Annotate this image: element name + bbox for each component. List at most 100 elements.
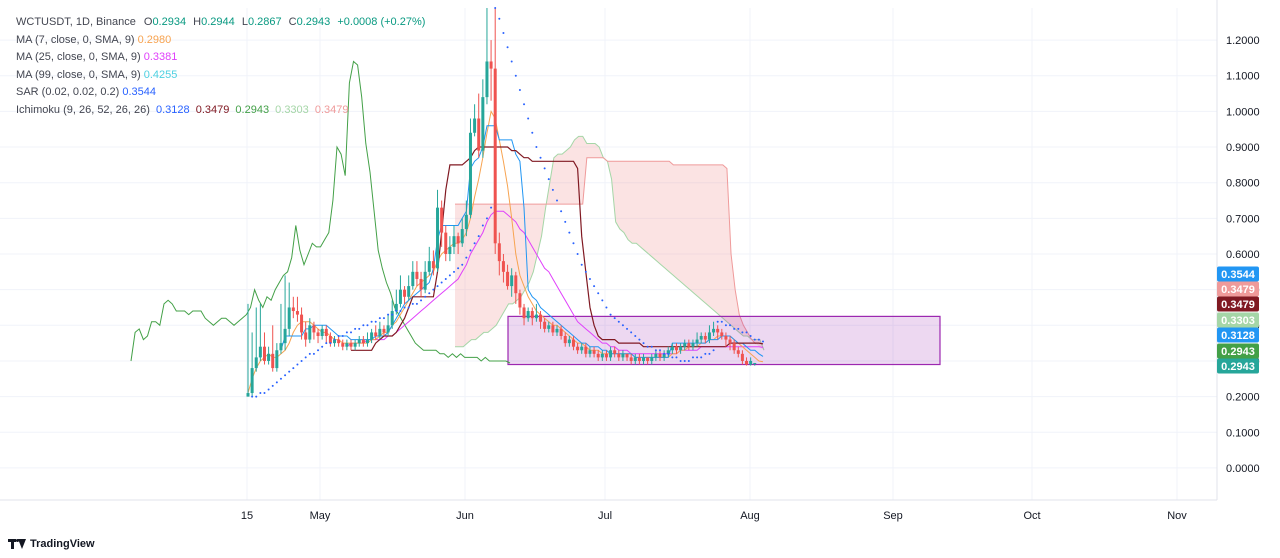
- x-tick-label: Nov: [1167, 510, 1187, 522]
- candle-body: [617, 353, 621, 358]
- candle-body: [736, 350, 740, 354]
- sar-dot: [753, 338, 756, 341]
- sar-dot: [733, 327, 736, 330]
- sar-dot: [465, 256, 468, 259]
- price-badge-label: 0.3479: [1221, 284, 1255, 296]
- tradingview-branding[interactable]: TradingView: [8, 538, 95, 550]
- candle-body: [633, 357, 637, 361]
- sar-dot: [271, 384, 274, 387]
- sar-dot: [712, 349, 715, 352]
- candle-body: [555, 328, 559, 333]
- sar-dot: [284, 374, 287, 377]
- candle-body: [312, 325, 316, 333]
- sar-dot: [391, 313, 394, 316]
- candle-body: [398, 289, 402, 304]
- sar-dot: [424, 295, 427, 298]
- sar-dot: [300, 359, 303, 362]
- candle-body: [246, 393, 250, 397]
- ma7-value: 0.2980: [137, 33, 172, 46]
- y-tick-label: 0.8000: [1226, 178, 1260, 190]
- sar-row[interactable]: SAR (0.02, 0.02, 0.2) 0.3544: [16, 84, 425, 102]
- ma99-row[interactable]: MA (99, close, 0, SMA, 9) 0.4255: [16, 67, 425, 85]
- candle-body: [501, 261, 505, 272]
- candle-body: [473, 118, 477, 133]
- sar-dot: [535, 146, 538, 149]
- ma7-row[interactable]: MA (7, close, 0, SMA, 9) 0.2980: [16, 32, 425, 50]
- time-axis[interactable]: 15 May Jun Jul Aug Sep Oct Nov: [241, 510, 1187, 522]
- candle-body: [493, 68, 497, 244]
- sar-dot: [679, 359, 682, 362]
- candle-body: [559, 328, 563, 336]
- candle-body: [456, 236, 460, 244]
- sar-dot: [374, 320, 377, 323]
- candle-body: [654, 353, 658, 358]
- sar-dot: [275, 381, 278, 384]
- candle-body: [403, 289, 407, 297]
- sar-dot: [498, 17, 501, 20]
- candle-body: [592, 350, 596, 354]
- low-label: L: [241, 16, 248, 28]
- sar-dot: [378, 317, 381, 320]
- candle-body: [637, 357, 641, 361]
- candle-body: [271, 353, 275, 369]
- candle-body: [666, 350, 670, 354]
- sar-dot: [737, 327, 740, 330]
- candle-body: [370, 332, 374, 340]
- ma25-value: 0.3381: [143, 51, 178, 63]
- candle-body: [275, 350, 279, 369]
- candle-body: [378, 328, 382, 336]
- candle-body: [287, 307, 291, 329]
- sar-dot: [588, 277, 591, 280]
- ichimoku-row[interactable]: Ichimoku (9, 26, 52, 26, 26) 0.3128 0.34…: [16, 102, 425, 120]
- candle-body: [745, 360, 749, 365]
- sar-dot: [321, 345, 324, 348]
- sar-dot: [407, 306, 410, 309]
- sar-dot: [568, 231, 571, 234]
- candle-body: [609, 350, 613, 358]
- sar-dot: [551, 188, 554, 191]
- sar-dot: [448, 274, 451, 277]
- candle-body: [349, 343, 353, 347]
- open-value: 0.2934: [152, 16, 187, 28]
- sar-dot: [576, 253, 579, 255]
- candles: [246, 8, 757, 397]
- ichimoku-conversion-value: 0.3128: [155, 103, 190, 116]
- candle-body: [588, 350, 592, 354]
- candle-body: [386, 325, 390, 333]
- candle-body: [563, 336, 567, 344]
- price-axis[interactable]: 1.2000 1.1000 1.0000 0.9000 0.8000 0.7000 0.60…: [1226, 35, 1260, 475]
- candle-body: [304, 332, 308, 340]
- base-line: [351, 146, 764, 351]
- sar-dot: [399, 310, 402, 313]
- candle-body: [547, 325, 551, 329]
- sar-dot: [420, 299, 423, 302]
- sar-dot: [691, 356, 694, 359]
- x-tick-label: Sep: [883, 510, 903, 522]
- leading-span-b-line: [455, 157, 757, 345]
- candle-body: [258, 346, 262, 358]
- sar-dot: [453, 270, 455, 273]
- sar-dot: [366, 324, 369, 327]
- candle-body: [716, 328, 720, 333]
- candle-body: [683, 343, 687, 347]
- ichimoku-label: Ichimoku (9, 26, 52, 26, 26): [16, 103, 150, 116]
- chart-legend: WCTUSDT, 1D, Binance O0.2934 H0.2944 L0.…: [16, 14, 425, 119]
- candle-body: [518, 293, 522, 308]
- candle-body: [333, 339, 337, 344]
- sar-dot: [288, 370, 291, 373]
- symbol-label: WCTUSDT, 1D, Binance: [16, 16, 136, 28]
- sar-dot: [560, 210, 563, 213]
- ma25-row[interactable]: MA (25, close, 0, SMA, 9) 0.3381: [16, 49, 425, 67]
- sar-dot: [720, 320, 723, 323]
- ichimoku-span-b-value: 0.3479: [314, 103, 349, 116]
- candle-body: [497, 243, 501, 262]
- price-badge-label: 0.3479: [1221, 299, 1255, 311]
- candle-body: [452, 236, 456, 247]
- sar-dot: [387, 313, 390, 316]
- candle-body: [477, 118, 481, 151]
- sar-dot: [333, 338, 336, 341]
- candle-body: [485, 61, 489, 98]
- candle-body: [382, 328, 386, 333]
- sar-dot: [251, 395, 254, 398]
